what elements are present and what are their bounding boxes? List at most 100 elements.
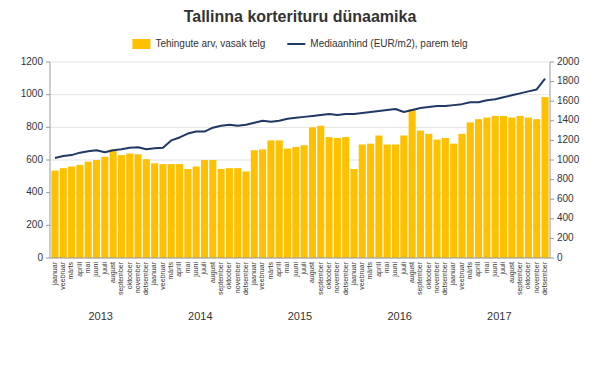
- category-label: märts: [466, 262, 473, 280]
- tick-label: 200: [557, 232, 574, 243]
- category-label: jaanuar: [150, 261, 158, 286]
- legend: Tehingute arv, vasak telgMediaanhind (EU…: [132, 38, 467, 49]
- category-label: september: [217, 261, 225, 295]
- bar: [292, 147, 299, 258]
- tick-label: 400: [26, 186, 43, 197]
- category-label: veebruar: [159, 261, 166, 289]
- bar: [51, 171, 58, 258]
- category-label: jaanuar: [449, 261, 457, 286]
- bar: [334, 138, 341, 258]
- category-label: aprill: [375, 262, 383, 277]
- category-label: juuni: [391, 262, 399, 278]
- bar: [508, 118, 515, 258]
- bar: [434, 140, 441, 258]
- bar: [118, 155, 125, 258]
- bar: [517, 116, 524, 258]
- plot-area: [51, 79, 548, 258]
- category-label: september: [117, 261, 125, 295]
- bar: [168, 164, 175, 258]
- tick-label: 1800: [557, 75, 580, 86]
- bar: [458, 134, 465, 258]
- category-label: august: [408, 262, 416, 283]
- category-label: detsember: [242, 261, 249, 295]
- bar: [467, 122, 474, 258]
- tick: [550, 81, 554, 82]
- tick: [46, 127, 50, 128]
- category-label: juuni: [292, 262, 300, 278]
- category-label: mai: [383, 262, 390, 274]
- bar: [400, 136, 407, 259]
- bar: [541, 97, 548, 258]
- category-label: märts: [366, 262, 373, 280]
- bar: [135, 154, 142, 258]
- category-label: detsember: [142, 261, 149, 295]
- bar: [359, 144, 366, 258]
- grid: [50, 62, 550, 258]
- tick: [550, 179, 554, 180]
- category-label: mai: [283, 262, 290, 274]
- tick-label: 1200: [557, 134, 580, 145]
- category-label: juuli: [499, 262, 507, 276]
- tick: [550, 218, 554, 219]
- bar: [60, 168, 67, 258]
- bar: [159, 164, 166, 258]
- tick-label: 600: [557, 193, 574, 204]
- bar: [450, 144, 457, 258]
- tick-label: 1000: [557, 154, 580, 165]
- category-label: juuli: [101, 262, 109, 276]
- tick: [550, 62, 554, 63]
- category-label: detsember: [541, 261, 548, 295]
- bar: [367, 144, 374, 258]
- tick: [550, 140, 554, 141]
- legend-label: Mediaanhind (EUR/m2), parem telg: [310, 38, 467, 49]
- grid-line: [50, 62, 550, 63]
- category-label: mai: [84, 262, 91, 274]
- grid-line: [50, 127, 550, 128]
- bar: [525, 118, 532, 258]
- bar: [409, 109, 416, 258]
- category-label: september: [416, 261, 424, 295]
- bar: [85, 162, 92, 258]
- tick-label: 1400: [557, 114, 580, 125]
- category-label: november: [533, 261, 540, 293]
- category-label: august: [308, 262, 316, 283]
- category-label: juuli: [200, 262, 208, 276]
- category-label: detsember: [342, 261, 349, 295]
- bar: [176, 164, 183, 258]
- bar: [76, 165, 83, 258]
- category-label: juuni: [192, 262, 200, 278]
- category-label: märts: [67, 262, 74, 280]
- category-label: juuni: [491, 262, 499, 278]
- category-label: aprill: [474, 262, 482, 277]
- tick: [550, 258, 554, 259]
- category-label: märts: [267, 262, 274, 280]
- title: Tallinna korterituru dünaamika: [184, 8, 417, 25]
- bar: [301, 145, 308, 258]
- category-label: veebruar: [59, 261, 66, 289]
- line: [55, 79, 545, 158]
- annotation: 2015: [288, 310, 312, 322]
- tick-label: 0: [37, 252, 43, 263]
- tick: [550, 238, 554, 239]
- bar: [242, 171, 249, 258]
- tick: [46, 62, 50, 63]
- axes: 0200400600800100012000200400600800100012…: [21, 56, 580, 295]
- bar: [68, 167, 75, 258]
- category-label: november: [333, 261, 340, 293]
- tick-label: 800: [557, 173, 574, 184]
- tick-label: 800: [26, 121, 43, 132]
- legend-item: Mediaanhind (EUR/m2), parem telg: [287, 38, 467, 49]
- grid-line: [50, 160, 550, 161]
- category-label: aprill: [275, 262, 283, 277]
- bar: [259, 149, 266, 258]
- category-label: veebruar: [458, 261, 465, 289]
- tick: [46, 160, 50, 161]
- legend-swatch: [132, 39, 150, 49]
- category-label: november: [234, 261, 241, 293]
- category-label: oktoober: [225, 261, 232, 289]
- category-label: detsember: [441, 261, 448, 295]
- bar: [251, 150, 258, 258]
- bar: [309, 127, 316, 258]
- bar: [284, 149, 291, 258]
- tick-label: 0: [557, 252, 563, 263]
